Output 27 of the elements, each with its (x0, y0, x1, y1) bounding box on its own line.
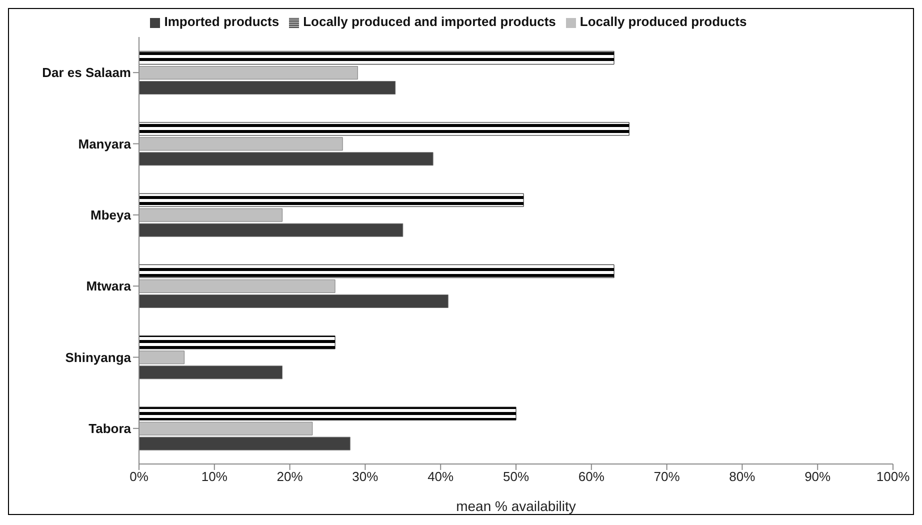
legend-label: Locally produced and imported products (303, 14, 556, 29)
x-tick-label: 80% (729, 469, 756, 484)
x-tick-label: 60% (578, 469, 605, 484)
x-axis-title: mean % availability (456, 498, 576, 514)
legend-label: Locally produced products (580, 14, 747, 29)
y-tick-label: Tabora (88, 421, 132, 436)
x-tick-label: 30% (352, 469, 379, 484)
x-tick-label: 70% (654, 469, 680, 484)
y-tick-label: Manyara (78, 136, 132, 152)
legend-label: Imported products (164, 14, 280, 29)
y-tick-label: Dar es Salaam (42, 65, 131, 80)
bar (139, 264, 614, 278)
x-tick-label: 10% (201, 469, 228, 484)
x-tick-label: 50% (502, 469, 530, 484)
bar (139, 122, 630, 136)
x-tick-label: 100% (876, 469, 910, 484)
y-tick-label: Shinyanga (65, 350, 132, 365)
bar (139, 193, 524, 207)
bar (139, 50, 614, 64)
bar (139, 336, 336, 350)
bar (139, 406, 516, 420)
x-tick-label: 0% (130, 469, 149, 484)
y-tick-label: Mbeya (90, 208, 132, 223)
x-tick-label: 90% (804, 469, 832, 484)
x-tick-label: 40% (428, 469, 454, 484)
y-tick-label: Mtwara (86, 278, 132, 294)
x-tick-label: 20% (276, 469, 304, 484)
